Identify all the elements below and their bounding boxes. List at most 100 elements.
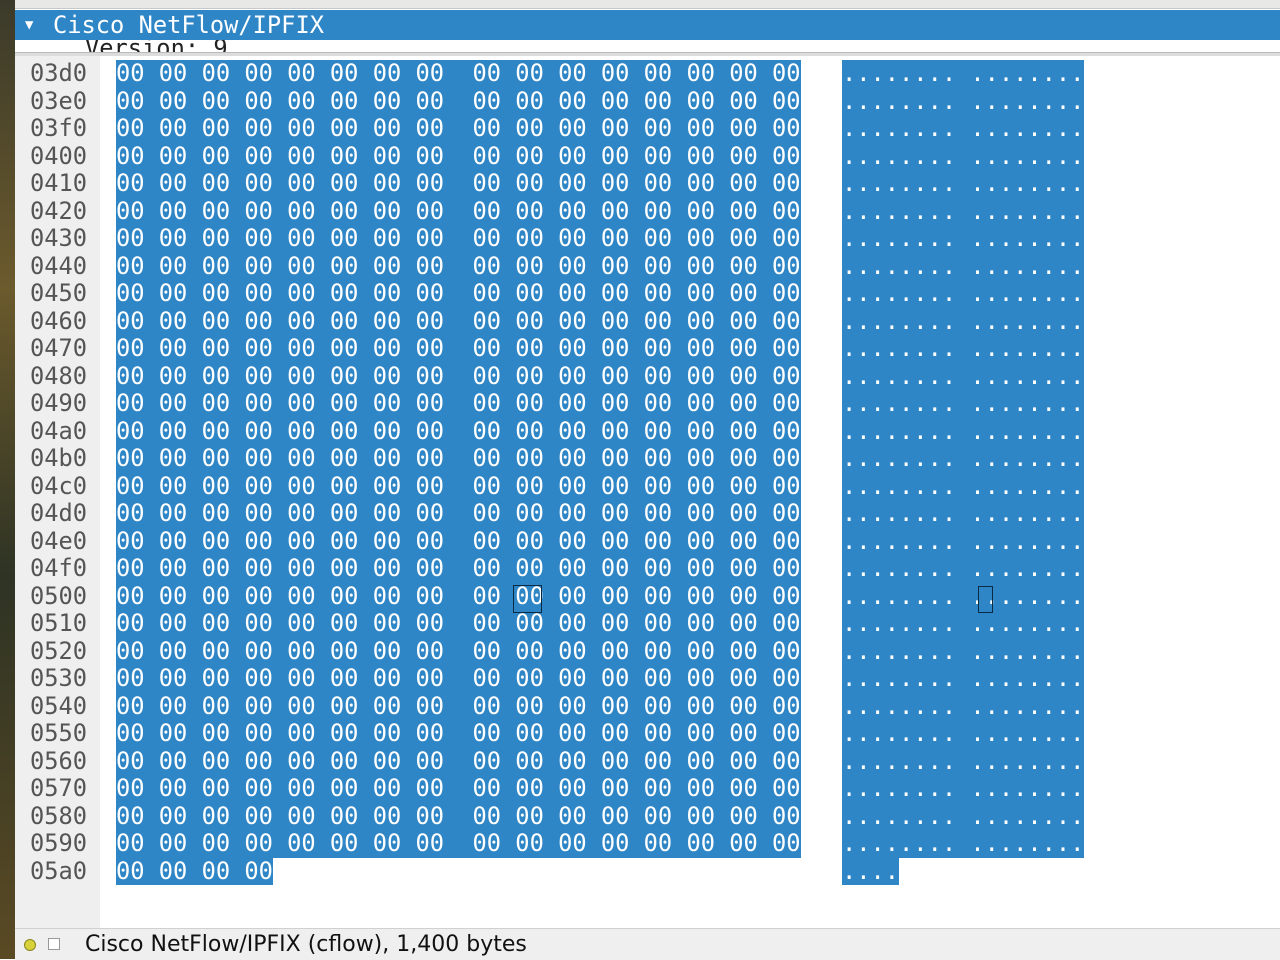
hex-bytes: 00 00 00 00 00 00 00 00 00 00 00 00 00 0… [116, 664, 801, 693]
offset: 0460 [30, 306, 88, 335]
offset: 0550 [30, 719, 88, 747]
ascii-bytes: ........ ........ [842, 801, 1085, 830]
hex-bytes: 00 00 00 00 00 00 00 00 00 00 00 00 00 0… [116, 719, 801, 748]
hex-bytes: 00 00 00 00 00 00 00 00 00 00 00 00 00 0… [116, 59, 801, 88]
hex-bytes: 00 00 00 00 00 00 00 00 00 00 00 00 00 0… [116, 251, 801, 280]
ascii-bytes: ........ ........ [842, 361, 1085, 390]
ascii-bytes: ........ ........ [842, 279, 1085, 308]
offset: 0430 [30, 224, 88, 252]
ascii-bytes: ........ ........ [842, 829, 1085, 858]
ascii-bytes: ........ ........ [842, 499, 1085, 528]
offset: 0490 [30, 389, 88, 417]
tree-item-selected[interactable]: ▼ Cisco NetFlow/IPFIX [15, 10, 1280, 40]
ascii-bytes: ........ ........ [842, 636, 1085, 665]
offset: 03f0 [30, 114, 88, 142]
hex-bytes: 00 00 00 00 00 00 00 00 00 00 00 00 00 0… [116, 801, 801, 830]
offset: 0450 [30, 279, 88, 307]
hex-bytes: 00 00 00 00 00 00 00 00 00 00 00 00 00 0… [116, 829, 801, 858]
offset: 04e0 [30, 526, 88, 555]
hex-bytes: 00 00 00 00 00 00 00 00 00 00 00 00 00 0… [116, 774, 801, 803]
ascii-bytes: ........ ........ [842, 774, 1085, 803]
hex-bytes: 00 00 00 00 00 00 00 00 00 00 00 00 00 0… [116, 114, 801, 143]
hex-bytes: 00 00 00 00 00 00 00 00 00 00 00 00 00 0… [116, 746, 801, 775]
ascii-bytes: ........ ........ [842, 444, 1085, 473]
status-bar: Cisco NetFlow/IPFIX (cflow), 1,400 bytes [15, 928, 1280, 960]
offset: 0590 [30, 829, 88, 857]
ascii-bytes: ........ ........ [842, 196, 1085, 225]
ascii-bytes: ........ ........ [842, 306, 1085, 335]
tree-item-label: Cisco NetFlow/IPFIX [53, 11, 324, 39]
hex-bytes: 00 00 00 00 00 00 00 00 00 00 00 00 00 0… [116, 554, 801, 583]
offset: 0510 [30, 609, 88, 637]
hex-bytes: 00 00 00 00 00 00 00 00 00 00 00 00 00 0… [116, 444, 801, 473]
hex-bytes: 00 00 00 00 00 00 00 00 00 00 00 00 00 0… [116, 471, 801, 500]
ascii-bytes: ........ ........ [842, 471, 1085, 500]
desktop-edge [0, 0, 15, 959]
offset: 03e0 [30, 86, 88, 115]
ascii-bytes: ........ ........ [842, 86, 1085, 115]
offset: 0580 [30, 801, 88, 830]
offset: 0440 [30, 251, 88, 280]
offset: 04f0 [30, 554, 88, 582]
hex-cursor [513, 585, 542, 613]
hex-bytes: 00 00 00 00 00 00 00 00 00 00 00 00 00 0… [116, 306, 801, 335]
hex-bytes: 00 00 00 00 00 00 00 00 00 00 00 00 00 0… [116, 141, 801, 170]
ascii-bytes: ........ ........ [842, 389, 1085, 418]
offset: 0500 [30, 581, 88, 610]
hex-bytes: 00 00 00 00 00 00 00 00 00 00 00 00 00 0… [116, 224, 801, 253]
hex-bytes: 00 00 00 00 00 00 00 00 00 00 00 00 00 0… [116, 169, 801, 198]
offset: 0570 [30, 774, 88, 802]
tree-item[interactable]: Version: 9 [15, 40, 1280, 52]
hex-bytes: 00 00 00 00 00 00 00 00 00 00 00 00 00 0… [116, 361, 801, 390]
ascii-bytes: ........ ........ [842, 691, 1085, 720]
ascii-bytes: ........ ........ [842, 169, 1085, 198]
ascii-bytes: ........ ........ [842, 664, 1085, 693]
offset: 0540 [30, 691, 88, 720]
ascii-bytes: ........ ........ [842, 334, 1085, 363]
offset: 04b0 [30, 444, 88, 472]
offset: 03d0 [30, 59, 88, 87]
ascii-bytes: ........ ........ [842, 114, 1085, 143]
ascii-cursor [978, 586, 993, 613]
offset: 05a0 [30, 856, 88, 885]
hex-bytes: 00 00 00 00 00 00 00 00 00 00 00 00 00 0… [116, 636, 801, 665]
offset: 0560 [30, 746, 88, 775]
hex-bytes: 00 00 00 00 00 00 00 00 00 00 00 00 00 0… [116, 334, 801, 363]
offset: 0470 [30, 334, 88, 362]
offset: 04d0 [30, 499, 88, 527]
hex-bytes: 00 00 00 00 00 00 00 00 00 00 00 00 00 0… [116, 691, 801, 720]
comment-icon[interactable] [48, 938, 60, 950]
ascii-bytes: ........ ........ [842, 609, 1085, 638]
offset: 0410 [30, 169, 88, 197]
toolbar-edge [15, 0, 1280, 9]
hex-bytes: 00 00 00 00 00 00 00 00 00 00 00 00 00 0… [116, 526, 801, 555]
hex-bytes: 00 00 00 00 00 00 00 00 00 00 00 00 00 0… [116, 609, 801, 638]
hex-bytes: 00 00 00 00 00 00 00 00 00 00 00 00 00 0… [116, 279, 801, 308]
ascii-bytes: ........ ........ [842, 59, 1085, 88]
ascii-bytes: ........ ........ [842, 251, 1085, 280]
hex-bytes: 00 00 00 00 [116, 856, 273, 885]
offset: 0400 [30, 141, 88, 170]
hex-bytes: 00 00 00 00 00 00 00 00 00 00 00 00 00 0… [116, 581, 801, 610]
expert-indicator[interactable] [24, 939, 36, 951]
hex-bytes: 00 00 00 00 00 00 00 00 00 00 00 00 00 0… [116, 416, 801, 445]
ascii-bytes: ........ ........ [842, 554, 1085, 583]
expand-arrow[interactable]: ▼ [25, 17, 34, 33]
ascii-bytes: ........ ........ [842, 581, 1085, 610]
ascii-bytes: ........ ........ [842, 719, 1085, 748]
hex-bytes: 00 00 00 00 00 00 00 00 00 00 00 00 00 0… [116, 196, 801, 225]
ascii-bytes: ........ ........ [842, 224, 1085, 253]
hex-bytes: 00 00 00 00 00 00 00 00 00 00 00 00 00 0… [116, 499, 801, 528]
ascii-bytes: ........ ........ [842, 416, 1085, 445]
pane-divider[interactable] [15, 52, 1280, 56]
hex-bytes: 00 00 00 00 00 00 00 00 00 00 00 00 00 0… [116, 389, 801, 418]
ascii-bytes: .... [842, 856, 900, 885]
ascii-bytes: ........ ........ [842, 141, 1085, 170]
hex-bytes: 00 00 00 00 00 00 00 00 00 00 00 00 00 0… [116, 86, 801, 115]
offset: 04c0 [30, 471, 88, 500]
status-text: Cisco NetFlow/IPFIX (cflow), 1,400 bytes [85, 932, 527, 957]
tree-item-label: Version: 9 [85, 40, 228, 52]
ascii-bytes: ........ ........ [842, 526, 1085, 555]
offset: 0420 [30, 196, 88, 225]
